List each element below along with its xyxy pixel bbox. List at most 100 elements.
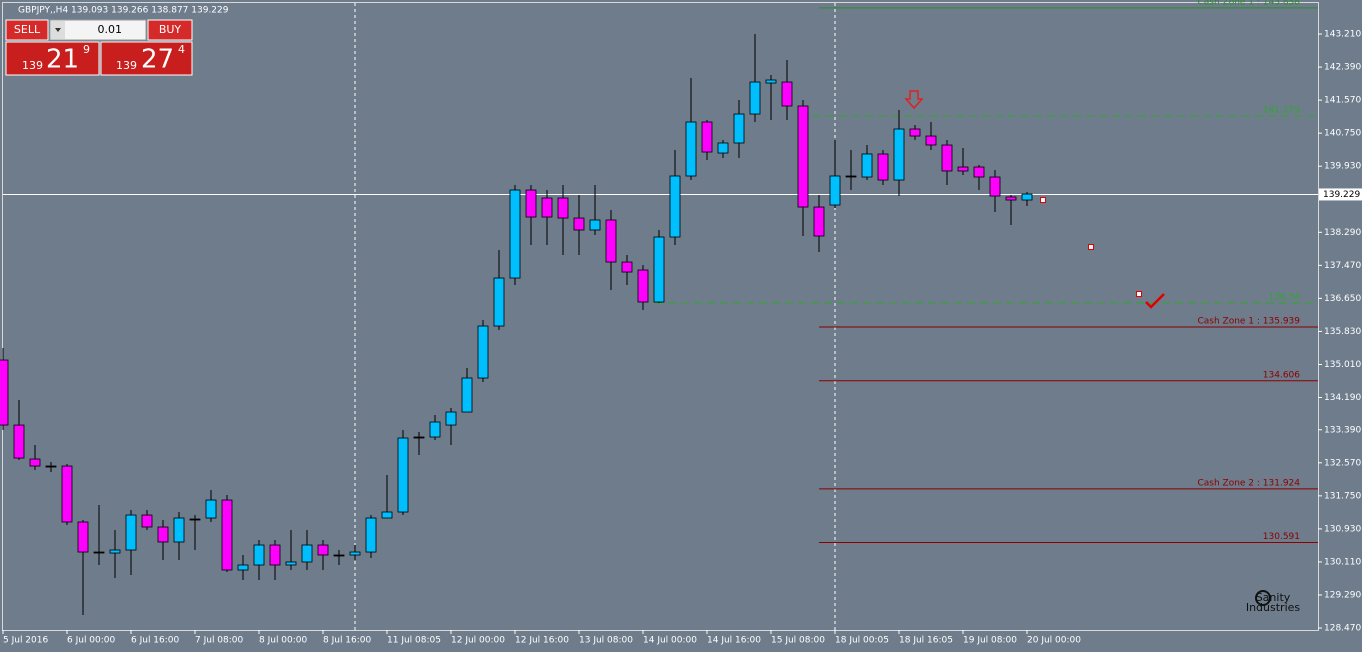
candle-body <box>717 142 729 154</box>
candle-body <box>973 166 985 178</box>
candle-body <box>845 175 857 178</box>
candle-body <box>93 551 105 554</box>
candle-body <box>429 421 441 438</box>
ask-main: 27 <box>141 45 174 75</box>
x-tick-label: 6 Jul 16:00 <box>131 636 180 646</box>
x-tick-label: 8 Jul 16:00 <box>323 636 372 646</box>
candle-body <box>269 544 281 566</box>
candle-body <box>0 359 9 426</box>
x-tick-label: 12 Jul 16:00 <box>515 636 569 646</box>
lot-input[interactable] <box>49 19 147 41</box>
candle-body <box>189 518 201 521</box>
y-tick-label: 135.830 <box>1324 327 1361 337</box>
sell-button[interactable] <box>5 19 49 41</box>
lot-value: 0.01 <box>98 23 123 36</box>
buy-label: BUY <box>159 23 182 36</box>
y-tick-label: 142.390 <box>1324 63 1361 73</box>
candle-body <box>77 521 89 553</box>
candle-body <box>237 564 249 571</box>
bid-main: 21 <box>46 45 79 75</box>
candle-body <box>861 153 873 178</box>
candle-body <box>893 128 905 181</box>
candle-body <box>173 517 185 543</box>
candle-body <box>1005 196 1017 201</box>
candle-body <box>13 424 25 459</box>
bid-small: 9 <box>83 43 90 56</box>
candle-body <box>621 261 633 273</box>
x-tick-label: 20 Jul 00:00 <box>1027 636 1081 646</box>
y-tick-label: 138.290 <box>1324 228 1361 238</box>
level-label: Cash Zone 2 : 131.924 <box>1197 478 1300 488</box>
candle-body <box>461 377 473 413</box>
candle-body <box>45 465 57 468</box>
buy-button[interactable] <box>147 19 193 41</box>
projection-point <box>1040 197 1046 204</box>
candle-body <box>61 465 73 523</box>
candle-body <box>653 236 665 303</box>
candle-body <box>765 79 777 84</box>
x-tick-label: 11 Jul 08:05 <box>387 636 441 646</box>
x-tick-label: 13 Jul 08:00 <box>579 636 633 646</box>
candle-body <box>605 219 617 263</box>
candle-body <box>909 128 921 137</box>
x-tick-label: 14 Jul 16:00 <box>707 636 761 646</box>
ask-box[interactable] <box>100 41 193 76</box>
candle-body <box>493 277 505 327</box>
candle-body <box>285 561 297 566</box>
candle-body <box>701 121 713 153</box>
arrow-marker <box>904 90 924 110</box>
projection-point <box>1088 244 1094 251</box>
candle-body <box>109 549 121 554</box>
check-marker <box>1145 293 1165 309</box>
y-tick-label: 137.470 <box>1324 261 1361 271</box>
candle-body <box>221 499 233 571</box>
x-tick-label: 19 Jul 08:00 <box>963 636 1017 646</box>
y-tick-label: 139.930 <box>1324 162 1361 172</box>
candle-body <box>317 544 329 556</box>
x-tick-label: 8 Jul 00:00 <box>259 636 308 646</box>
candle-body <box>925 135 937 146</box>
candle-body <box>589 219 601 231</box>
x-tick-label: 12 Jul 00:00 <box>451 636 505 646</box>
candle-body <box>509 189 521 279</box>
x-tick-label: 5 Jul 2016 <box>3 636 48 646</box>
candle-body <box>413 436 425 439</box>
x-tick-label: 15 Jul 08:00 <box>771 636 825 646</box>
bid-box[interactable] <box>5 41 100 76</box>
y-tick-label: 130.930 <box>1324 524 1361 534</box>
candle-body <box>365 517 377 553</box>
candle-body <box>573 217 585 231</box>
watermark: Sanity <box>1256 591 1291 604</box>
candle-body <box>301 544 313 563</box>
x-tick-label: 18 Jul 00:05 <box>835 636 889 646</box>
watermark: Industries <box>1246 601 1301 614</box>
candle-body <box>813 206 825 237</box>
y-tick-label: 133.390 <box>1324 425 1361 435</box>
ask-big: 139 <box>116 59 137 72</box>
candle-body <box>669 175 681 238</box>
candle-body <box>637 269 649 303</box>
candle-body <box>205 499 217 519</box>
trade-panel: SELL 0.01 BUY 139 21 9 139 27 4 <box>5 19 193 76</box>
y-tick-label: 134.190 <box>1324 393 1361 403</box>
candle-body <box>157 526 169 543</box>
candle-body <box>1021 193 1033 201</box>
candle-body <box>477 325 489 379</box>
candle-body <box>781 81 793 107</box>
y-tick-label: 136.650 <box>1324 294 1361 304</box>
candle-body <box>253 544 265 566</box>
current-price-label: 139.229 <box>1323 190 1360 200</box>
dropdown-icon <box>55 28 61 32</box>
chart-title: GBPJPY,,H4 139.093 139.266 138.877 139.2… <box>18 6 229 16</box>
candle-body <box>525 189 537 218</box>
level-label: Cash Zone 1 : 135.939 <box>1197 317 1300 327</box>
plot-frame <box>2 2 1319 631</box>
candle-body <box>749 81 761 115</box>
y-tick-label: 128.470 <box>1324 624 1361 634</box>
level-label: 134.606 <box>1263 370 1300 380</box>
y-tick-label: 132.570 <box>1324 458 1361 468</box>
candle-body <box>445 411 457 426</box>
